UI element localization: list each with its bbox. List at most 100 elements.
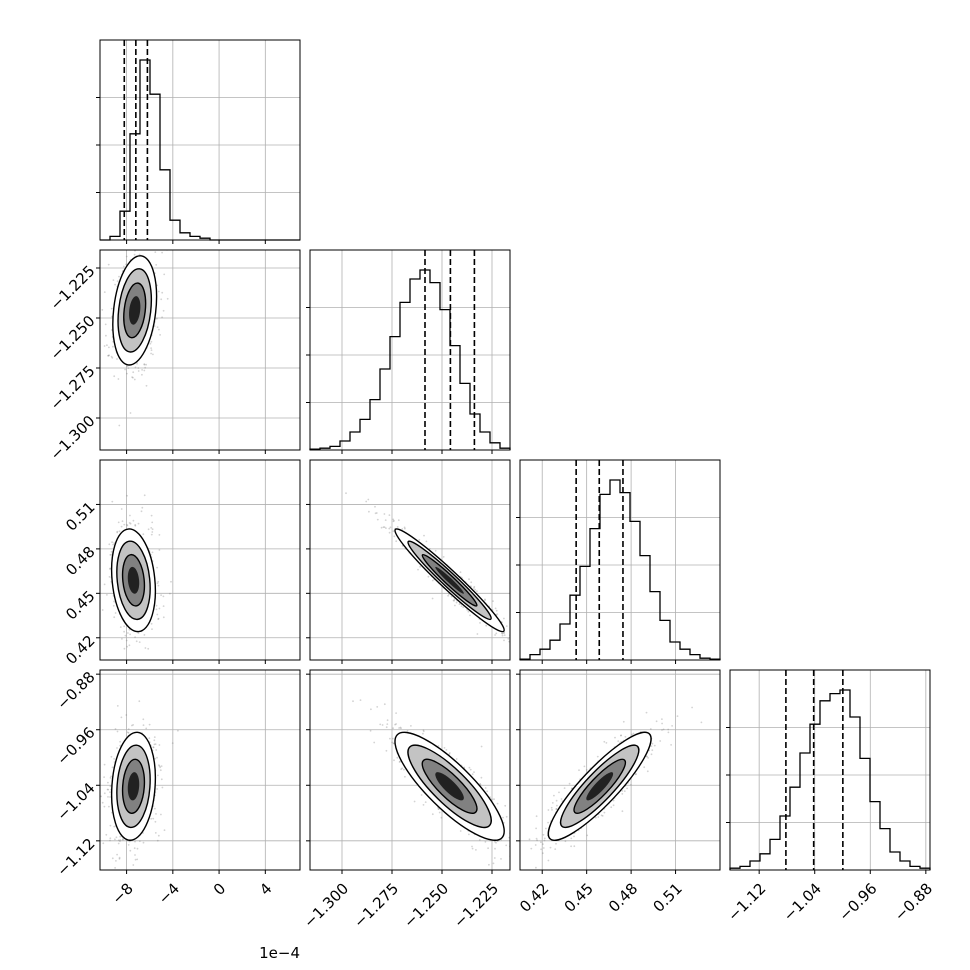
sample-point — [152, 746, 155, 749]
sample-point — [127, 244, 129, 246]
sample-point — [109, 777, 112, 779]
sample-point — [383, 526, 386, 528]
sample-point — [157, 290, 160, 293]
sample-point — [110, 775, 112, 778]
sample-point — [137, 522, 140, 525]
sample-point — [157, 584, 160, 587]
density-content — [345, 492, 527, 646]
sample-point — [460, 605, 463, 607]
sample-point — [154, 743, 157, 745]
sample-point — [158, 549, 161, 551]
sample-point — [518, 866, 520, 868]
sample-point — [453, 598, 456, 600]
sample-point — [150, 533, 153, 536]
sample-point — [479, 622, 481, 624]
sample-point — [156, 566, 159, 569]
sample-point — [431, 597, 434, 600]
sample-point — [151, 521, 154, 524]
contour-level-3 — [435, 772, 464, 801]
sample-point — [468, 833, 470, 836]
sample-point — [158, 764, 160, 766]
sample-point — [129, 849, 132, 852]
sample-point — [515, 643, 517, 645]
sample-point — [119, 839, 122, 841]
sample-point — [111, 356, 114, 359]
sample-point — [128, 840, 131, 843]
sample-point — [369, 729, 372, 732]
sample-point — [440, 816, 443, 819]
panel-frame — [99, 39, 301, 241]
sample-point — [124, 634, 127, 637]
sample-point — [157, 580, 160, 583]
sample-point — [381, 724, 384, 726]
sample-point — [453, 599, 455, 602]
panel-frame — [309, 249, 511, 451]
sample-point — [118, 530, 121, 533]
panel-frame — [99, 459, 301, 661]
sample-point — [385, 527, 387, 529]
sample-point — [516, 644, 518, 646]
sample-point — [125, 714, 128, 716]
sample-point — [503, 634, 506, 636]
sample-point — [155, 264, 158, 266]
sample-point — [133, 378, 136, 381]
sample-point — [117, 842, 120, 845]
sample-point — [376, 518, 379, 521]
sample-point — [116, 280, 119, 282]
sample-point — [138, 217, 140, 219]
sample-point — [525, 641, 527, 643]
sample-point — [530, 847, 533, 850]
sample-point — [134, 524, 137, 527]
sample-point — [109, 839, 111, 842]
sample-point — [403, 768, 405, 771]
sample-point — [383, 703, 386, 706]
sample-point — [410, 725, 412, 727]
sample-point — [116, 730, 119, 733]
sample-point — [384, 519, 387, 521]
sample-point — [391, 741, 393, 744]
sample-point — [437, 808, 440, 810]
sample-point — [118, 424, 121, 427]
sample-point — [123, 630, 125, 633]
sample-point — [160, 778, 163, 781]
sample-point — [484, 841, 487, 843]
sample-point — [134, 636, 137, 639]
sample-point — [427, 575, 430, 578]
sample-point — [438, 808, 440, 810]
density-content — [352, 699, 530, 866]
sample-point — [494, 847, 496, 850]
sample-point — [494, 840, 496, 843]
sample-point — [145, 363, 148, 366]
sample-point — [492, 600, 494, 602]
sample-point — [128, 644, 131, 647]
sample-point — [153, 736, 156, 738]
sample-point — [396, 526, 399, 528]
sample-point — [612, 799, 615, 802]
sample-point — [528, 843, 530, 845]
sample-point — [479, 782, 481, 785]
sample-point — [157, 618, 160, 620]
sample-point — [153, 739, 156, 742]
sample-point — [160, 594, 163, 596]
sample-point — [156, 326, 159, 328]
sample-point — [107, 781, 109, 784]
sample-point — [447, 594, 449, 597]
sample-point — [473, 587, 475, 589]
sample-point — [155, 813, 157, 815]
sample-point — [492, 862, 495, 865]
sample-point — [162, 605, 165, 607]
sample-point — [112, 345, 114, 348]
sample-point — [121, 838, 124, 840]
density-panel-3-2 — [516, 669, 721, 874]
histogram-step — [729, 689, 931, 870]
sample-point — [127, 241, 129, 243]
sample-point — [142, 533, 145, 536]
sample-point — [143, 634, 146, 636]
sample-point — [128, 522, 131, 524]
sample-point — [157, 834, 160, 837]
histogram-panel-2 — [516, 459, 721, 664]
sample-point — [400, 768, 403, 771]
sample-point — [156, 788, 159, 790]
sample-point — [476, 633, 479, 635]
sample-point — [388, 531, 391, 534]
